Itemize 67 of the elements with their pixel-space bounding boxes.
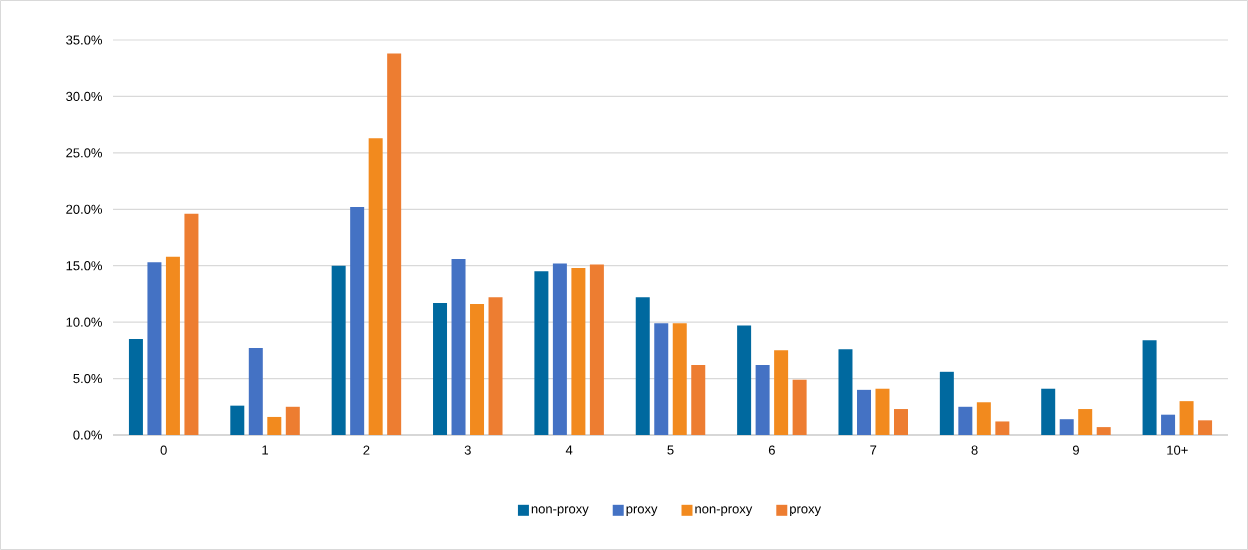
y-tick-label: 0.0% (73, 430, 102, 440)
bar (755, 365, 770, 435)
bar (939, 371, 954, 435)
legend-label: non-proxy (531, 506, 589, 517)
x-tick-label: 9 (1072, 445, 1079, 455)
bar (1059, 419, 1074, 435)
y-tick-label: 25.0% (66, 148, 102, 158)
bar (672, 323, 687, 435)
bar (995, 421, 1010, 435)
bar (147, 262, 162, 435)
bar (285, 406, 300, 435)
bar (856, 389, 871, 435)
bar (368, 138, 383, 435)
bar (1142, 340, 1157, 435)
bar (350, 207, 365, 435)
bar (184, 213, 199, 435)
bar (838, 349, 853, 435)
bar (792, 379, 807, 435)
x-tick-label: 0 (160, 445, 167, 455)
x-tick-label: 6 (768, 445, 775, 455)
bar (433, 302, 448, 435)
bar (1198, 420, 1213, 435)
bar (737, 325, 752, 435)
bar (774, 350, 789, 435)
x-tick-label: 4 (565, 445, 573, 455)
legend-label: non-proxy (695, 506, 753, 517)
bar (165, 256, 180, 435)
bar (893, 409, 908, 435)
bar (387, 53, 402, 435)
y-tick-label: 35.0% (66, 35, 102, 45)
bar (248, 348, 263, 435)
bar (654, 323, 669, 435)
bar (230, 405, 245, 435)
y-tick-label: 30.0% (66, 91, 102, 102)
bar (1041, 388, 1056, 435)
x-tick-label: 7 (870, 445, 877, 455)
x-tick-label: 5 (667, 445, 674, 455)
bar (451, 258, 466, 435)
bar (1096, 427, 1111, 435)
x-tick-label: 1 (262, 445, 269, 455)
x-tick-label: 2 (363, 445, 370, 455)
bar (875, 388, 890, 435)
bar (331, 265, 346, 435)
bar (635, 297, 650, 435)
bar (589, 264, 604, 435)
y-tick-label: 15.0% (66, 261, 102, 271)
bar (552, 263, 567, 435)
bar (1179, 401, 1194, 435)
legend-label: proxy (790, 506, 822, 517)
legend-label: proxy (626, 506, 658, 517)
bar (128, 339, 143, 435)
bar (470, 304, 485, 435)
bar (691, 365, 706, 435)
y-tick-label: 20.0% (66, 204, 102, 214)
bar (1161, 414, 1176, 435)
bar (571, 267, 586, 435)
x-tick-label: 8 (971, 445, 978, 455)
bar (267, 416, 282, 435)
bar (534, 271, 549, 435)
bar (976, 402, 991, 435)
x-tick-label: 10+ (1167, 445, 1188, 455)
bar (958, 406, 973, 435)
bar (488, 297, 503, 435)
y-tick-label: 5.0% (73, 373, 102, 384)
y-tick-label: 10.0% (66, 317, 102, 327)
x-tick-label: 3 (464, 445, 471, 455)
bar (1078, 409, 1093, 435)
